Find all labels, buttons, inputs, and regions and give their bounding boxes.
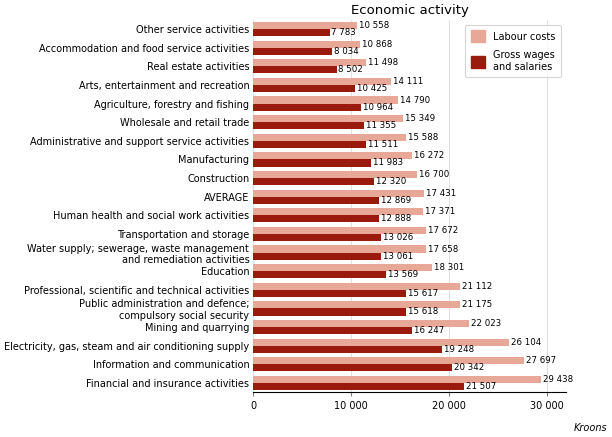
Bar bbox=[253, 22, 357, 29]
Bar bbox=[253, 227, 426, 234]
Text: 14 111: 14 111 bbox=[394, 77, 424, 86]
Text: 17 371: 17 371 bbox=[425, 207, 455, 216]
Text: 15 588: 15 588 bbox=[408, 133, 438, 142]
Text: 8 502: 8 502 bbox=[338, 65, 364, 74]
Bar bbox=[253, 327, 412, 334]
Text: 16 247: 16 247 bbox=[414, 326, 444, 335]
Bar bbox=[253, 283, 460, 290]
Bar bbox=[253, 339, 509, 346]
Bar bbox=[253, 115, 403, 122]
Bar bbox=[253, 104, 360, 111]
Bar bbox=[253, 41, 360, 48]
Text: Kroons: Kroons bbox=[574, 423, 608, 433]
Text: 7 783: 7 783 bbox=[332, 28, 356, 37]
Text: 11 983: 11 983 bbox=[373, 159, 403, 167]
Bar bbox=[253, 66, 337, 73]
Text: 11 355: 11 355 bbox=[367, 121, 397, 130]
Bar bbox=[253, 85, 356, 92]
Bar bbox=[253, 59, 366, 66]
Text: 15 349: 15 349 bbox=[405, 114, 436, 123]
Text: 12 869: 12 869 bbox=[381, 196, 411, 205]
Text: 27 697: 27 697 bbox=[526, 356, 556, 365]
Text: 21 507: 21 507 bbox=[466, 382, 496, 391]
Bar bbox=[253, 78, 391, 85]
Bar bbox=[253, 48, 332, 55]
Text: 17 431: 17 431 bbox=[426, 189, 456, 198]
Bar bbox=[253, 197, 379, 204]
Bar bbox=[253, 134, 406, 141]
Bar bbox=[253, 29, 329, 36]
Text: 17 658: 17 658 bbox=[428, 245, 458, 253]
Text: 13 569: 13 569 bbox=[388, 270, 418, 279]
Text: 29 438: 29 438 bbox=[543, 375, 573, 384]
Legend: Labour costs, Gross wages
and salaries: Labour costs, Gross wages and salaries bbox=[465, 24, 561, 77]
Bar bbox=[253, 346, 441, 353]
Bar bbox=[253, 246, 426, 253]
Text: 26 104: 26 104 bbox=[510, 338, 541, 347]
Bar bbox=[253, 122, 364, 129]
Text: 22 023: 22 023 bbox=[471, 319, 501, 328]
Bar bbox=[253, 234, 381, 241]
Text: 21 112: 21 112 bbox=[461, 282, 492, 291]
Text: 10 964: 10 964 bbox=[362, 103, 393, 111]
Bar bbox=[253, 160, 370, 166]
Bar bbox=[253, 302, 460, 309]
Text: 13 061: 13 061 bbox=[383, 252, 413, 260]
Bar bbox=[253, 215, 379, 222]
Text: 8 034: 8 034 bbox=[334, 47, 359, 55]
Bar bbox=[253, 309, 406, 316]
Bar bbox=[253, 97, 398, 104]
Bar bbox=[253, 357, 524, 364]
Bar bbox=[253, 190, 424, 197]
Text: 18 301: 18 301 bbox=[435, 263, 465, 272]
Text: 14 790: 14 790 bbox=[400, 96, 430, 104]
Text: 16 700: 16 700 bbox=[419, 170, 449, 179]
Text: 12 320: 12 320 bbox=[376, 177, 406, 186]
Bar bbox=[253, 153, 412, 160]
Bar bbox=[253, 171, 417, 178]
Bar bbox=[253, 364, 452, 371]
Title: Economic activity: Economic activity bbox=[351, 4, 469, 17]
Bar bbox=[253, 253, 381, 260]
Text: 19 248: 19 248 bbox=[444, 345, 474, 354]
Bar bbox=[253, 141, 366, 148]
Bar bbox=[253, 178, 374, 185]
Bar bbox=[253, 376, 541, 383]
Text: 17 672: 17 672 bbox=[428, 226, 458, 235]
Text: 21 175: 21 175 bbox=[462, 300, 493, 309]
Text: 15 617: 15 617 bbox=[408, 289, 438, 298]
Bar bbox=[253, 264, 432, 271]
Text: 11 511: 11 511 bbox=[368, 140, 398, 149]
Bar bbox=[253, 271, 386, 278]
Text: 11 498: 11 498 bbox=[368, 58, 398, 67]
Text: 16 272: 16 272 bbox=[414, 151, 445, 160]
Text: 10 558: 10 558 bbox=[359, 21, 389, 30]
Text: 10 868: 10 868 bbox=[362, 40, 392, 49]
Bar bbox=[253, 320, 469, 327]
Text: 12 888: 12 888 bbox=[381, 215, 412, 223]
Bar bbox=[253, 383, 464, 390]
Text: 20 342: 20 342 bbox=[454, 364, 485, 372]
Text: 10 425: 10 425 bbox=[357, 84, 387, 93]
Text: 15 618: 15 618 bbox=[408, 308, 438, 316]
Bar bbox=[253, 290, 406, 297]
Bar bbox=[253, 208, 424, 215]
Text: 13 026: 13 026 bbox=[382, 233, 413, 242]
